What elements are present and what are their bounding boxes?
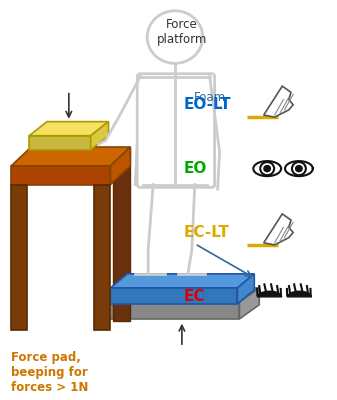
Polygon shape <box>239 288 259 319</box>
Circle shape <box>295 165 303 172</box>
Polygon shape <box>111 274 254 288</box>
Polygon shape <box>253 161 281 176</box>
Text: EC-LT: EC-LT <box>184 225 229 240</box>
Polygon shape <box>11 166 111 184</box>
Polygon shape <box>94 184 111 330</box>
Text: Foam: Foam <box>193 91 226 104</box>
Circle shape <box>260 162 274 175</box>
Polygon shape <box>135 76 215 184</box>
Polygon shape <box>91 122 109 150</box>
Circle shape <box>292 162 306 175</box>
Polygon shape <box>264 214 293 245</box>
Polygon shape <box>111 147 130 184</box>
Polygon shape <box>11 147 130 166</box>
Polygon shape <box>29 136 91 150</box>
Text: EC: EC <box>184 289 205 304</box>
Polygon shape <box>29 122 109 136</box>
Polygon shape <box>238 274 254 304</box>
Circle shape <box>263 165 271 172</box>
Polygon shape <box>105 288 259 302</box>
Polygon shape <box>105 302 239 319</box>
Polygon shape <box>264 86 293 117</box>
Polygon shape <box>111 288 238 304</box>
Polygon shape <box>114 147 130 321</box>
Text: EO: EO <box>184 161 207 176</box>
Text: Force
platform: Force platform <box>157 18 207 46</box>
Text: Force pad,
beeping for
forces > 1N: Force pad, beeping for forces > 1N <box>11 351 89 394</box>
Polygon shape <box>31 147 48 166</box>
Circle shape <box>147 11 203 63</box>
Text: EO-LT: EO-LT <box>184 97 231 112</box>
Polygon shape <box>285 161 313 176</box>
FancyBboxPatch shape <box>137 74 215 188</box>
Polygon shape <box>11 184 27 330</box>
